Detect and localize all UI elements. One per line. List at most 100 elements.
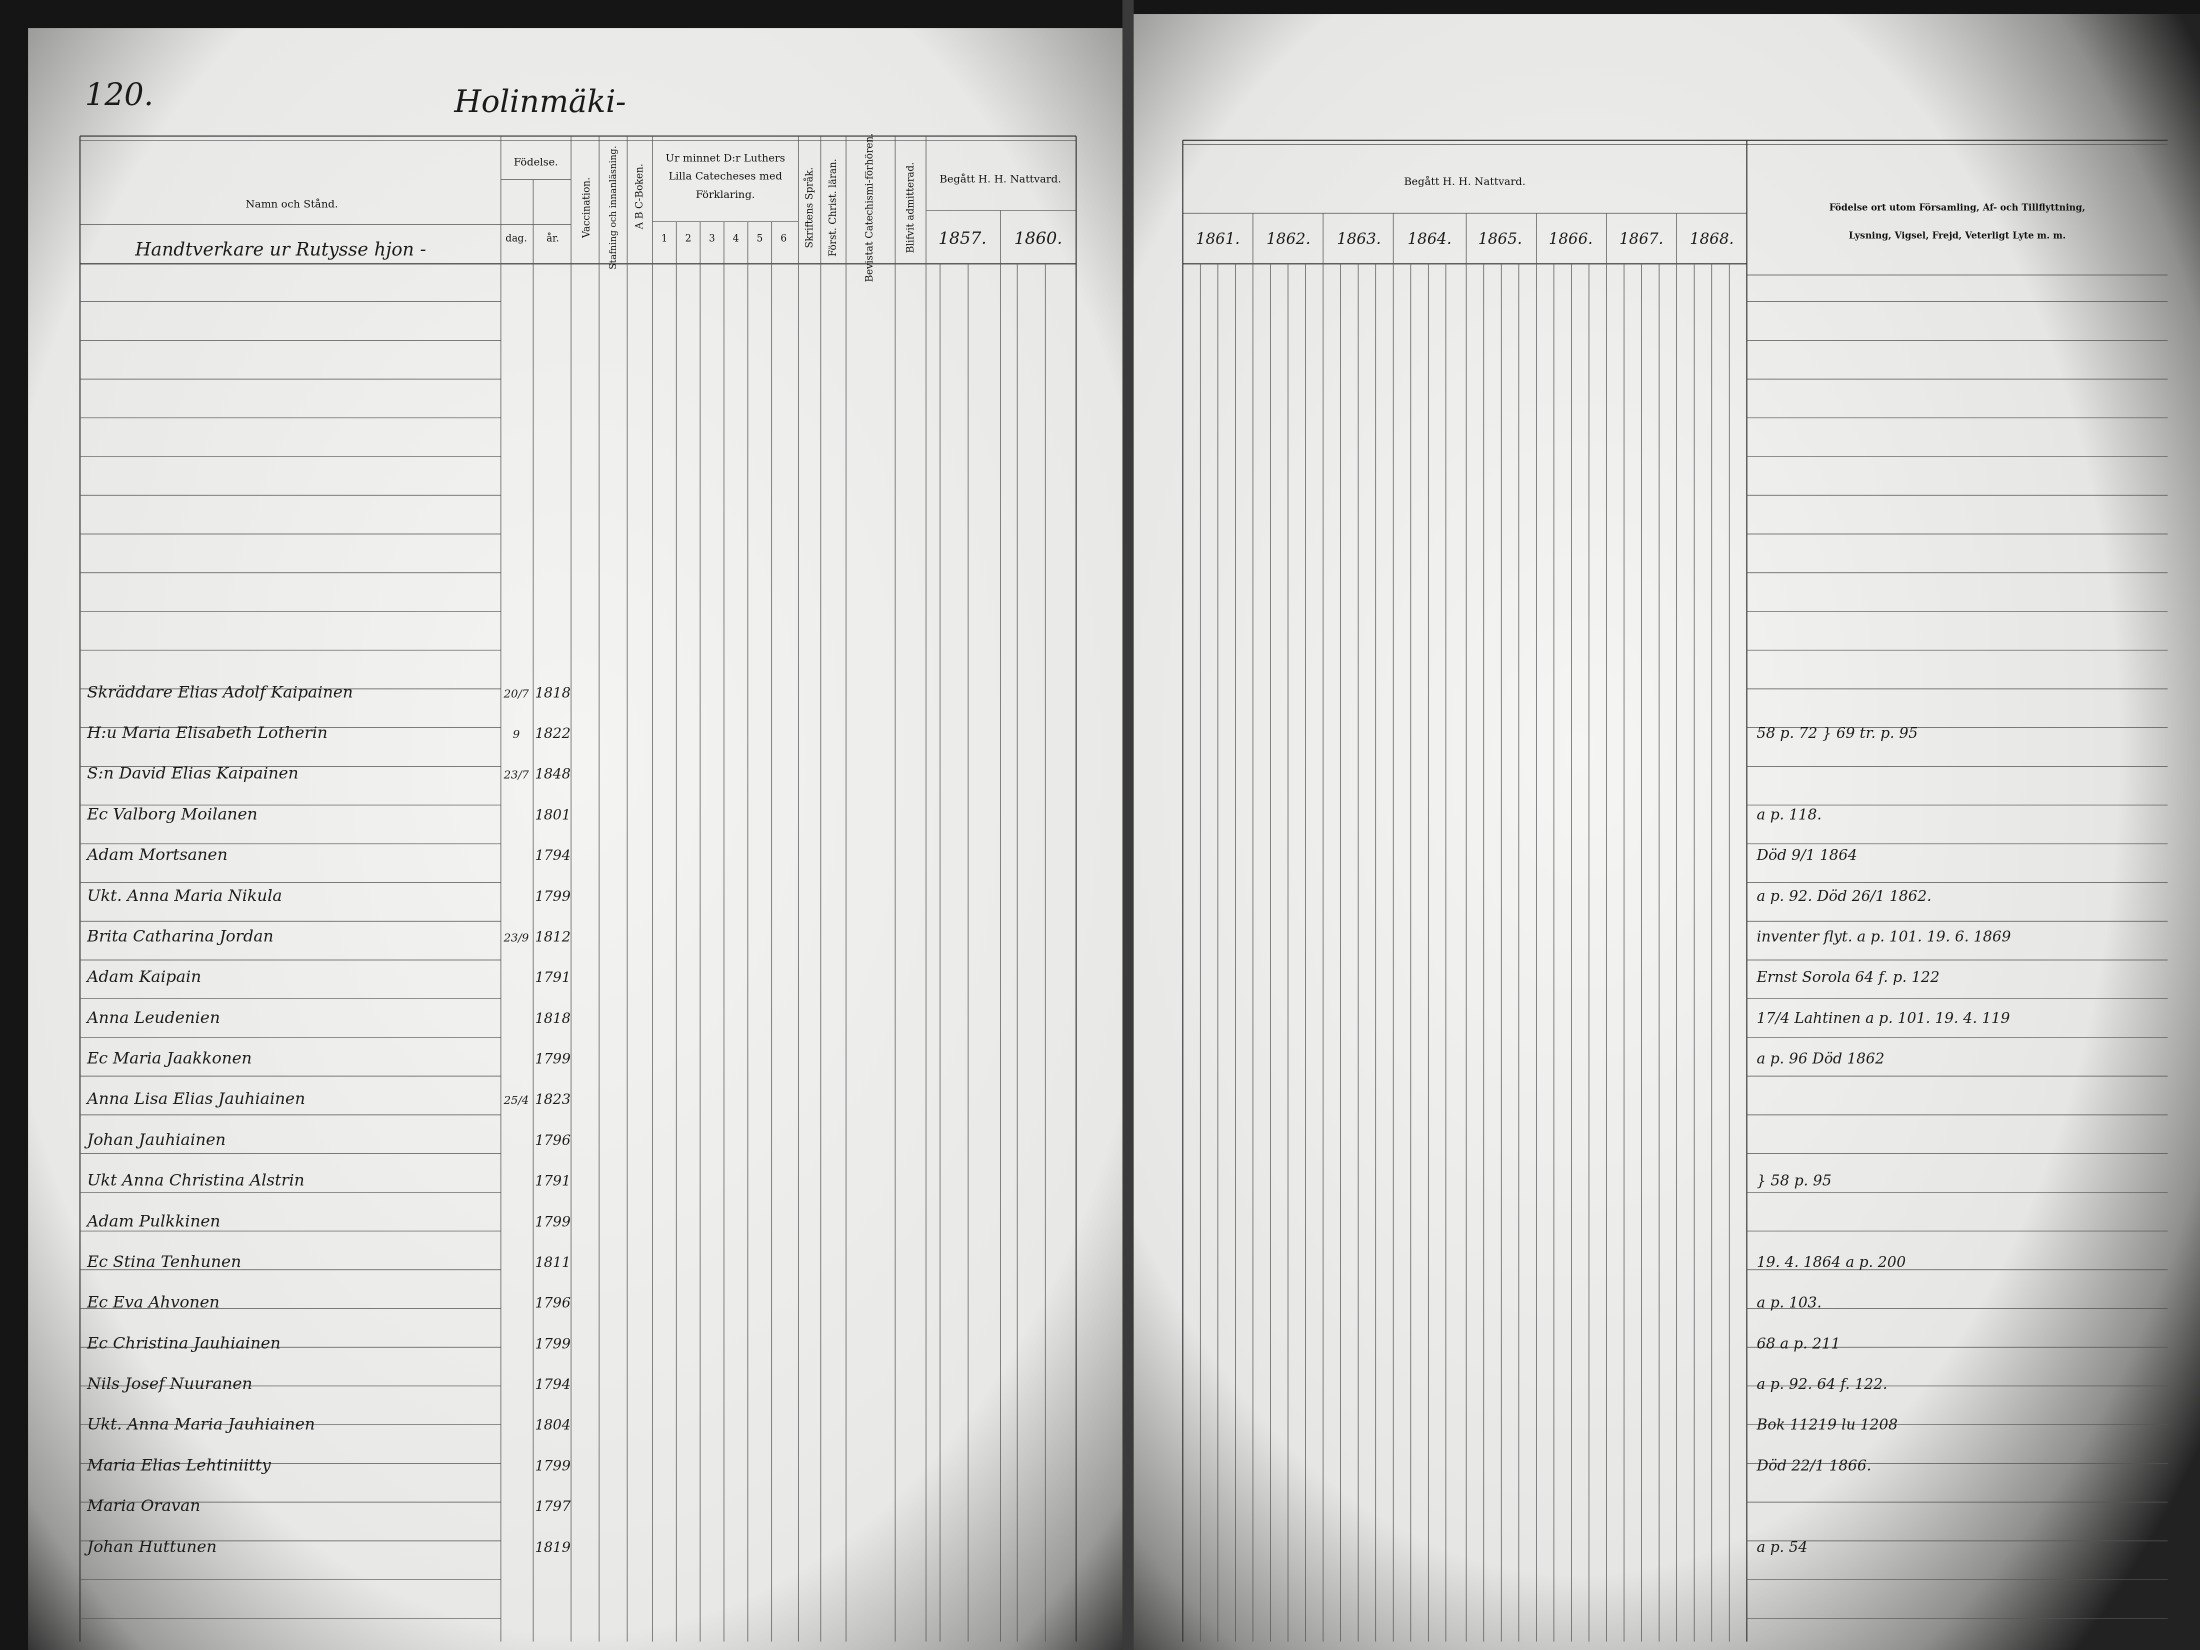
birth-year: 1799: [535, 1052, 571, 1068]
page-number: 120.: [85, 77, 154, 113]
column-header: 3: [709, 233, 715, 244]
birth-year: 1823: [535, 1092, 571, 1108]
person-name: Johan Huttunen: [84, 1537, 217, 1556]
birth-year: 1794: [535, 1377, 571, 1393]
person-name: Adam Kaipain: [85, 967, 201, 986]
year-header: 1863.: [1337, 230, 1381, 248]
person-name: H:u Maria Elisabeth Lotherin: [86, 723, 328, 742]
column-header: 1: [661, 233, 667, 244]
person-name: Ec Maria Jaakkonen: [86, 1049, 252, 1068]
remark: a p. 103.: [1757, 1295, 1822, 1312]
person-name: Ec Valborg Moilanen: [86, 804, 258, 823]
birth-year: 1819: [535, 1540, 571, 1556]
person-name: S:n David Elias Kaipainen: [87, 764, 299, 783]
birth-year: 1797: [535, 1499, 571, 1515]
birth-year: 1822: [535, 726, 571, 742]
column-header: Bevistat Catechismi-förhören.: [865, 133, 876, 282]
birth-year: 1799: [535, 1336, 571, 1352]
birth-year: 1801: [535, 807, 571, 823]
column-header: Vaccination.: [581, 177, 592, 239]
birth-year: 1794: [535, 848, 571, 864]
column-header: 2: [685, 233, 691, 244]
column-header: Namn och Stånd.: [246, 198, 338, 211]
column-header: 4: [733, 233, 739, 244]
person-name: Ukt Anna Christina Alstrin: [87, 1171, 305, 1190]
left-page: [28, 28, 1126, 1650]
person-name: Adam Mortsanen: [85, 845, 228, 864]
person-name: Adam Pulkkinen: [85, 1211, 220, 1230]
birth-day: 25/4: [503, 1094, 529, 1107]
column-header: A B C-Boken.: [635, 164, 646, 231]
birth-year: 1799: [535, 1458, 571, 1474]
birth-year: 1812: [535, 929, 571, 945]
year-header: 1868.: [1690, 230, 1734, 248]
birth-day: 23/7: [503, 769, 530, 782]
village: Holinmäki-: [453, 84, 626, 120]
remark: a p. 92. Död 26/1 1862.: [1757, 888, 1932, 905]
person-name: Brita Catharina Jordan: [86, 926, 274, 945]
column-header: Ur minnet D:r Luthers: [666, 152, 786, 164]
column-header: Födelse.: [514, 157, 558, 169]
birth-year: 1796: [535, 1133, 571, 1149]
remark: Ernst Sorola 64 f. p. 122: [1756, 969, 1940, 986]
person-name: Johan Jauhiainen: [84, 1130, 226, 1149]
person-name: Ec Eva Ahvonen: [86, 1293, 220, 1312]
remark: 58 p. 72 } 69 tr. p. 95: [1757, 725, 1918, 742]
column-header: år.: [547, 232, 560, 244]
column-header: Lilla Catecheses med: [669, 171, 783, 183]
column-header: Blifvit admitterad.: [905, 162, 916, 253]
remark: Död 22/1 1866.: [1756, 1457, 1872, 1474]
birth-year: 1791: [535, 970, 571, 986]
birth-day: 20/7: [503, 687, 530, 700]
person-name: Anna Lisa Elias Jauhiainen: [85, 1089, 305, 1108]
year-header: 1861.: [1196, 230, 1240, 248]
column-header: Begått H. H. Nattvard.: [1404, 175, 1526, 188]
birth-year: 1799: [535, 889, 571, 905]
column-header: 5: [757, 233, 763, 244]
person-name: Anna Leudenien: [85, 1008, 220, 1027]
column-header: Lysning, Vigsel, Frejd, Veterligt Lyte m…: [1849, 231, 2066, 242]
remark: } 58 p. 95: [1757, 1173, 1832, 1190]
birth-day: 23/9: [503, 931, 529, 944]
remark: a p. 118.: [1757, 806, 1822, 823]
remark: a p. 92. 64 f. 122.: [1757, 1376, 1888, 1393]
column-header: Födelse ort utom Församling, Af- och Til…: [1829, 202, 2085, 213]
person-name: Nils Josef Nuuranen: [86, 1374, 252, 1393]
birth-year: 1791: [535, 1174, 571, 1190]
birth-year: 1818: [535, 685, 571, 701]
household: Handtverkare ur Rutysse hjon -: [134, 239, 426, 260]
column-header: Förklaring.: [696, 189, 755, 201]
column-header: 6: [780, 233, 786, 244]
remark: 17/4 Lahtinen a p. 101. 19. 4. 119: [1757, 1010, 2010, 1027]
year-header: 1867.: [1619, 230, 1663, 248]
year-header: 1857.: [938, 228, 986, 248]
column-header: Först. Christ. läran.: [828, 159, 839, 257]
birth-year: 1811: [535, 1255, 571, 1271]
year-header: 1864.: [1408, 230, 1452, 248]
person-name: Ukt. Anna Maria Jauhiainen: [87, 1415, 315, 1434]
column-header: Skriftens Språk.: [803, 167, 815, 248]
person-name: Ec Christina Jauhiainen: [86, 1333, 281, 1352]
remark: Bok 11219 lu 1208: [1756, 1417, 1898, 1434]
year-header: 1860.: [1014, 228, 1062, 248]
column-header: Begått H. H. Nattvard.: [940, 172, 1062, 185]
year-header: 1865.: [1478, 230, 1522, 248]
column-header: dag.: [506, 233, 528, 244]
remark: a p. 96 Död 1862: [1757, 1051, 1885, 1068]
remark: Död 9/1 1864: [1756, 847, 1858, 864]
person-name: Ukt. Anna Maria Nikula: [87, 886, 282, 905]
year-header: 1866.: [1549, 230, 1593, 248]
person-name: Maria Oravan: [86, 1496, 200, 1515]
column-header: Stafning och innanläsning.: [609, 146, 619, 270]
birth-day: 9: [513, 728, 520, 741]
remark: inventer flyt. a p. 101. 19. 6. 1869: [1757, 928, 2011, 945]
remark: a p. 54: [1757, 1539, 1808, 1556]
birth-year: 1804: [535, 1418, 571, 1434]
birth-year: 1799: [535, 1214, 571, 1230]
gutter: [1122, 0, 1134, 1650]
year-header: 1862.: [1266, 230, 1310, 248]
person-name: Ec Stina Tenhunen: [86, 1252, 241, 1271]
birth-year: 1848: [535, 767, 571, 783]
